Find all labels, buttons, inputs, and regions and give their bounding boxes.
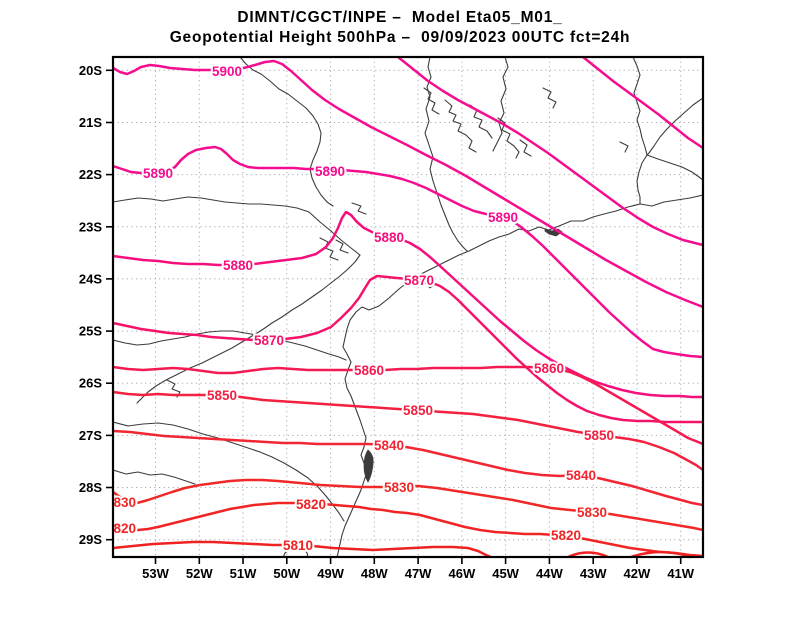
- contour-line-5830: [113, 478, 703, 532]
- contour-line-upper-1: [581, 57, 703, 150]
- contour-value-label: 5820: [296, 497, 326, 512]
- x-axis-label: 48W: [361, 566, 388, 581]
- y-axis-label: 23S: [79, 219, 102, 234]
- contour-value-label: 5880: [374, 230, 404, 245]
- reservoir-squiggle: [469, 104, 493, 139]
- contour-value-label: 5900: [212, 64, 242, 79]
- contour-line-5810-bump: [566, 551, 610, 557]
- contour-value-label: 5890: [143, 166, 173, 181]
- axis-ticks: [106, 69, 682, 564]
- y-axis-label: 20S: [79, 63, 102, 78]
- state-border-path: [239, 57, 334, 207]
- x-axis-label: 46W: [449, 566, 476, 581]
- y-axis-label: 27S: [79, 428, 102, 443]
- state-border-path: [113, 330, 347, 361]
- island-shape: [363, 449, 374, 483]
- grid-lines: [113, 57, 703, 557]
- state-border-path: [113, 421, 345, 522]
- contour-line-5850: [113, 390, 703, 472]
- x-axis-label: 50W: [273, 566, 300, 581]
- chart-title-line1: DIMNT/CGCT/INPE – Model Eta05_M01_: [237, 9, 562, 26]
- contour-labels: 5900 5890 5890 5890 5880 5880 5870 5870 5860 5860…: [106, 62, 616, 555]
- reservoir-squiggle: [166, 379, 181, 398]
- state-border-path: [113, 469, 196, 485]
- contour-value-label: 5870: [404, 273, 434, 288]
- x-axis-label: 47W: [405, 566, 432, 581]
- contour-value-label: 5860: [354, 363, 384, 378]
- contour-value-label: 5840: [374, 438, 404, 453]
- contour-value-label: 5890: [315, 164, 345, 179]
- y-axis-label: 28S: [79, 480, 102, 495]
- contour-value-label: 5880: [223, 258, 253, 273]
- contour-value-label: 5820: [551, 528, 581, 543]
- reservoir-squiggle: [542, 87, 557, 109]
- y-axis-label: 24S: [79, 271, 102, 286]
- contour-line-5880: [113, 210, 703, 399]
- contour-value-label: 5820: [106, 521, 136, 536]
- contour-value-label: 5850: [403, 403, 433, 418]
- x-axis-label: 53W: [142, 566, 169, 581]
- x-axis-label: 49W: [317, 566, 344, 581]
- reservoir-squiggle: [351, 202, 367, 215]
- contour-value-label: 5890: [488, 210, 518, 225]
- reservoir-squiggle: [423, 87, 440, 115]
- contour-value-label: 5860: [534, 361, 564, 376]
- contour-line-5890: [113, 145, 703, 359]
- contour-line-5810: [113, 540, 493, 557]
- x-axis-label: 42W: [624, 566, 651, 581]
- contour-line-5900: [113, 59, 703, 309]
- contour-value-label: 5840: [566, 468, 596, 483]
- reservoir-squiggle: [444, 99, 477, 153]
- plot-frame: [111, 55, 705, 559]
- x-axis-label: 45W: [492, 566, 519, 581]
- contour-line-5860: [113, 365, 703, 446]
- state-border-path: [632, 57, 648, 156]
- state-border-path: [424, 57, 468, 252]
- y-axis-label: 25S: [79, 324, 102, 339]
- state-border-path: [646, 154, 703, 181]
- contour-value-label: 5850: [207, 388, 237, 403]
- state-border-path: [636, 154, 648, 205]
- x-axis-label: 43W: [580, 566, 607, 581]
- contour-line-5840: [113, 429, 703, 507]
- chart-title-line2: Geopotential Height 500hPa – 09/09/2023 …: [170, 29, 631, 46]
- axis-labels: 53W 52W 51W 50W 49W 48W 47W 46W 45W 44W 43W 42W 41W 2…: [79, 63, 695, 581]
- contour-line-5870: [113, 274, 703, 424]
- contour-value-label: 5830: [106, 495, 136, 510]
- river-border-path: [113, 196, 361, 404]
- contour-line-upper-2: [396, 57, 703, 247]
- reservoir-squiggle: [335, 239, 349, 254]
- contour-line-5820: [113, 501, 703, 557]
- x-axis-label: 44W: [536, 566, 563, 581]
- reservoir-squiggle: [619, 141, 629, 153]
- state-border-path: [492, 57, 509, 152]
- contour-value-label: 5810: [283, 538, 313, 553]
- reservoir-squiggle: [519, 139, 532, 157]
- coast-detail-squiggle: [283, 548, 309, 557]
- x-axis-label: 51W: [230, 566, 257, 581]
- contour-value-label: 5850: [584, 428, 614, 443]
- y-axis-label: 21S: [79, 115, 102, 130]
- reservoir-squiggle: [319, 237, 339, 261]
- x-axis-label: 41W: [667, 566, 694, 581]
- contour-layer: [113, 57, 703, 557]
- contour-value-label: 5830: [577, 505, 607, 520]
- x-axis-label: 52W: [186, 566, 213, 581]
- contour-value-label: 5830: [384, 480, 414, 495]
- y-axis-label: 29S: [79, 532, 102, 547]
- contour-value-label: 5870: [254, 333, 284, 348]
- state-border-path: [646, 97, 703, 156]
- contour-line-5810-bump: [629, 550, 693, 557]
- y-axis-label: 26S: [79, 376, 102, 391]
- y-axis-label: 22S: [79, 167, 102, 182]
